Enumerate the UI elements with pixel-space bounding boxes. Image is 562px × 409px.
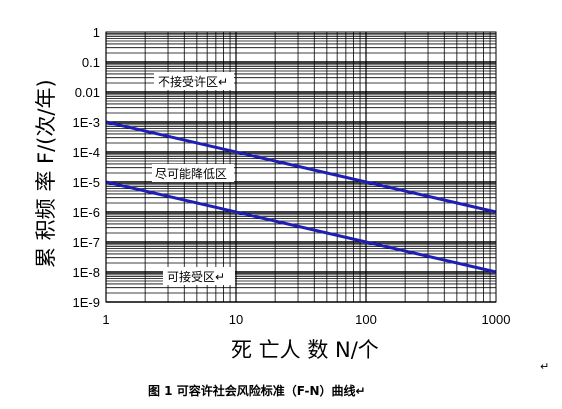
- y-tick-label: 1E-5: [73, 175, 100, 190]
- region-acceptable: 可接受区↵: [163, 267, 235, 285]
- plot-frame: [105, 31, 497, 303]
- y-tick-label: 1E-3: [73, 115, 100, 130]
- y-axis-title: 累 积频 率 F/(次/年): [34, 79, 58, 268]
- figure-caption: 图 1 可容许社会风险标准（F-N）曲线↵: [148, 383, 366, 398]
- region-label-acceptable: 可接受区↵: [167, 269, 225, 284]
- tick-labels: 1 10 100 1000 1 0.1 0.01 1E-3 1E-4 1E-5 1E-6 1E-7 1E…: [73, 25, 511, 327]
- series-lines: [105, 120, 497, 274]
- x-tick-label: 1000: [482, 312, 511, 327]
- fn-boundary-line-2: [105, 180, 497, 274]
- y-tick-label: 0.1: [82, 55, 100, 70]
- y-tick-label: 1E-8: [73, 265, 100, 280]
- region-label-not-acceptable: 不接受许区↵: [158, 74, 228, 89]
- fn-boundary-line-1: [105, 120, 497, 214]
- region-label-alarp: 尽可能降低区: [155, 167, 227, 181]
- region-not-acceptable: 不接受许区↵: [154, 72, 234, 90]
- y-tick-label: 1: [93, 25, 100, 40]
- x-axis-title: 死 亡人 数 N/个: [231, 338, 379, 362]
- corner-mark: ↵: [540, 360, 549, 373]
- y-tick-label: 1E-9: [73, 295, 100, 310]
- y-tick-label: 1E-4: [73, 145, 100, 160]
- y-tick-label: 1E-6: [73, 205, 100, 220]
- x-tick-label: 100: [355, 312, 377, 327]
- y-tick-label: 1E-7: [73, 235, 100, 250]
- y-tick-label: 0.01: [75, 85, 100, 100]
- region-alarp: 尽可能降低区: [152, 164, 234, 182]
- x-tick-label: 1: [102, 312, 109, 327]
- x-tick-label: 10: [229, 312, 243, 327]
